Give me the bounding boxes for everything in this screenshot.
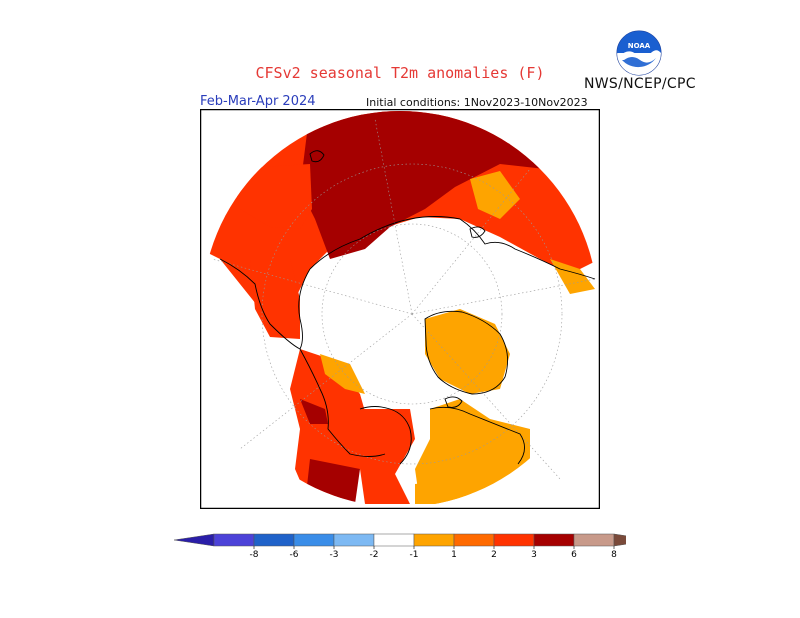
colorbar-bin [293, 533, 335, 547]
colorbar-tick-label: -6 [290, 550, 299, 560]
anomaly-region-siberia-dark [300, 111, 545, 259]
colorbar-bin [213, 533, 255, 547]
colorbar-tick-label: -1 [410, 550, 419, 560]
agency-label: NWS/NCEP/CPC [584, 76, 696, 92]
colorbar-tick-label: -3 [330, 550, 339, 560]
map-title: CFSv2 seasonal T2m anomalies (F) [255, 64, 545, 82]
colorbar-bin [533, 533, 575, 547]
colorbar-bin [573, 533, 615, 547]
colorbar-bin [174, 533, 215, 547]
colorbar-tick-label: 3 [531, 550, 537, 560]
colorbar-tick-label: 8 [611, 550, 617, 560]
colorbar-bin [453, 533, 495, 547]
initial-conditions-label: Initial conditions: 1Nov2023-10Nov2023 [366, 96, 588, 109]
colorbar-tick-label: 1 [451, 550, 457, 560]
anomaly-field [202, 111, 598, 507]
colorbar-bin [253, 533, 295, 547]
season-label: Feb-Mar-Apr 2024 [200, 94, 316, 109]
coastlines [219, 150, 596, 465]
graticule [211, 118, 596, 480]
anomaly-region-east-asia [250, 259, 300, 339]
colorbar-bin [493, 533, 535, 547]
anomaly-region-arctic-orange [320, 354, 365, 394]
colorbar-tick-label: 2 [491, 550, 497, 560]
anomaly-region-alaska-orange [470, 171, 520, 219]
colorbar: -8 -6 -3 -2 -1 1 2 3 6 8 [174, 533, 626, 560]
anomaly-region-alaska-orange2 [550, 259, 595, 294]
colorbar-tick-label: -2 [370, 550, 379, 560]
colorbar-bin [413, 533, 455, 547]
colorbar-bin [333, 533, 375, 547]
colorbar-tick-label: 6 [571, 550, 577, 560]
anomaly-region-kamchatka [230, 164, 312, 229]
colorbar-tick-label: -8 [250, 550, 259, 560]
colorbar-bin [613, 533, 626, 547]
logo-text: NOAA [628, 42, 651, 50]
colorbar-bin [373, 533, 415, 547]
polar-map [200, 109, 600, 509]
noaa-logo: NOAA [616, 30, 662, 76]
anomaly-region-greenland [425, 309, 510, 394]
anomaly-region-mediterranean [360, 409, 415, 504]
anomaly-region-europe-dark [300, 399, 328, 424]
